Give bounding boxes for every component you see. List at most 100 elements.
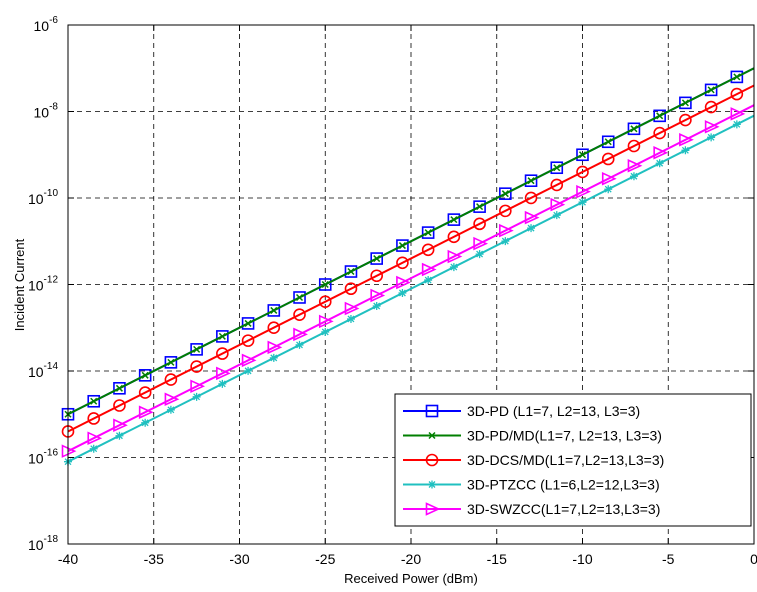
- data-point: [630, 125, 638, 133]
- legend-item[interactable]: 3D-DCS/MD(L1=7,L2=13,L3=3): [403, 452, 664, 468]
- data-point: [270, 306, 278, 314]
- data-point: [447, 249, 463, 264]
- data-point: [216, 330, 229, 343]
- x-tick-label: -5: [662, 551, 675, 567]
- data-point: [552, 211, 561, 220]
- data-point: [216, 347, 229, 360]
- data-point: [138, 369, 152, 382]
- data-point: [318, 314, 334, 329]
- data-point: [370, 252, 384, 265]
- data-point: [295, 293, 304, 302]
- data-point: [421, 243, 435, 257]
- x-tick-label: -15: [487, 551, 507, 567]
- x-tick-label: -25: [315, 551, 335, 567]
- data-point: [473, 217, 486, 231]
- data-point: [244, 366, 253, 375]
- data-point: [113, 381, 126, 395]
- data-point: [87, 412, 101, 425]
- data-point: [681, 99, 689, 107]
- data-point: [89, 444, 98, 453]
- data-point: [704, 120, 720, 134]
- data-point: [138, 405, 154, 420]
- data-point: [424, 229, 432, 237]
- data-point: [499, 204, 512, 218]
- data-point: [396, 256, 409, 270]
- series-line: [67, 104, 755, 453]
- data-point: [653, 109, 666, 123]
- data-point: [732, 120, 741, 129]
- data-point: [347, 267, 355, 276]
- series: [64, 114, 755, 466]
- legend-label: 3D-PD/MD(L1=7, L2=13, L3=3): [467, 428, 662, 444]
- data-point: [141, 418, 150, 427]
- data-point: [550, 161, 564, 175]
- data-point: [473, 200, 486, 213]
- data-point: [679, 96, 692, 110]
- legend-item[interactable]: 3D-PD/MD(L1=7, L2=13, L3=3): [403, 428, 662, 444]
- data-point: [524, 210, 540, 225]
- legend-label: 3D-SWZCC(L1=7,L2=13,L3=3): [467, 501, 660, 517]
- data-point: [216, 366, 231, 381]
- x-tick-label: -40: [58, 551, 78, 567]
- data-point: [476, 203, 484, 211]
- legend-item[interactable]: 3D-SWZCC(L1=7,L2=13,L3=3): [403, 501, 660, 517]
- data-point: [269, 353, 278, 362]
- x-tick-label: 0: [750, 551, 757, 567]
- legend-label: 3D-PD (L1=7, L2=13, L3=3): [467, 403, 640, 419]
- data-point: [241, 353, 257, 368]
- ticks: -40 -35 -30 -25 -20 -15 -10 -5 0 10-6 10-8 10-10 10-…: [28, 15, 757, 567]
- data-point: [604, 185, 613, 194]
- data-point: [707, 86, 715, 94]
- data-point: [244, 319, 252, 327]
- data-point: [113, 399, 126, 412]
- series: [61, 104, 755, 458]
- data-point: [295, 340, 304, 349]
- data-point: [218, 332, 226, 340]
- data-point: [627, 158, 643, 173]
- data-point: [707, 133, 716, 142]
- data-point: [318, 278, 332, 291]
- data-point: [449, 263, 458, 272]
- data-point: [527, 224, 536, 233]
- legend[interactable]: 3D-PD (L1=7, L2=13, L3=3) 3D-PD/MD(L1=7, …: [394, 393, 752, 527]
- data-point: [267, 321, 281, 334]
- data-point: [372, 301, 381, 310]
- data-point: [656, 112, 664, 120]
- data-point: [267, 340, 283, 355]
- data-point: [346, 314, 355, 323]
- x-tick-label: -30: [229, 551, 249, 567]
- data-point: [193, 345, 201, 353]
- y-tick-label: 10-14: [28, 361, 58, 380]
- data-point: [425, 404, 439, 418]
- data-point: [475, 250, 484, 259]
- data-point: [421, 262, 437, 277]
- data-point: [578, 151, 587, 159]
- data-point: [318, 295, 332, 309]
- data-point: [576, 148, 589, 162]
- legend-item[interactable]: 3D-PD (L1=7, L2=13, L3=3): [403, 403, 640, 419]
- data-point: [627, 122, 641, 136]
- data-point: [424, 276, 433, 285]
- series: [64, 67, 755, 418]
- data-point: [604, 138, 612, 146]
- data-point: [344, 282, 358, 296]
- data-point: [293, 327, 308, 342]
- data-point: [370, 288, 386, 303]
- data-point: [679, 113, 692, 127]
- data-point: [115, 384, 123, 392]
- data-point: [499, 223, 514, 238]
- data-point: [428, 480, 436, 489]
- data-point: [553, 164, 561, 172]
- legend-item[interactable]: 3D-PTZCC (L1=6,L2=12,L3=3): [403, 477, 660, 493]
- data-point: [115, 431, 124, 440]
- data-point: [627, 139, 641, 153]
- data-point: [344, 265, 358, 278]
- data-point: [655, 159, 664, 168]
- data-point: [141, 371, 149, 379]
- data-point: [87, 431, 103, 445]
- data-point: [550, 178, 564, 192]
- y-axis-label: Incident Current: [12, 238, 27, 331]
- data-point: [501, 190, 509, 198]
- y-tick-label: 10-18: [28, 534, 58, 553]
- data-point: [576, 184, 591, 199]
